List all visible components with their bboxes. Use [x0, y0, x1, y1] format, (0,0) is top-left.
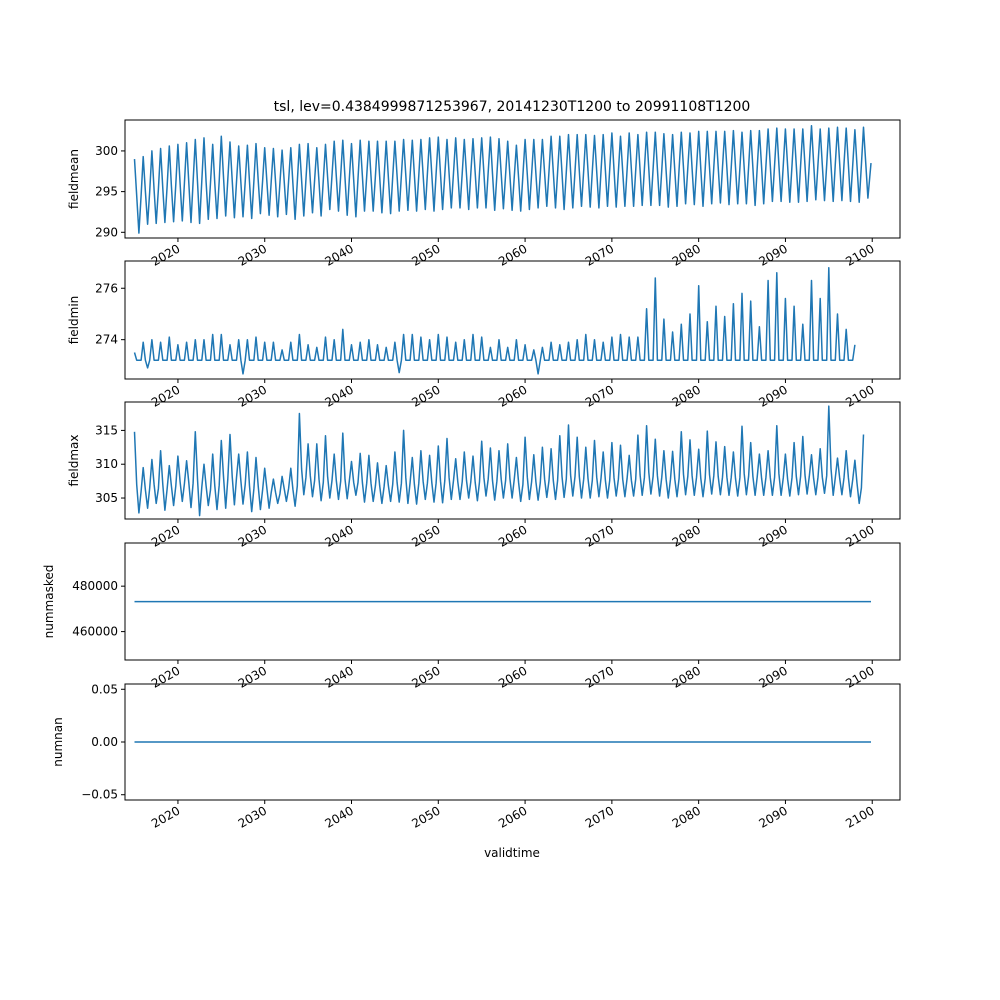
y-axis-label: fieldmean: [67, 149, 81, 209]
series-line-fieldmean: [133, 124, 872, 234]
y-tick-label: 305: [95, 491, 118, 505]
y-axis-label: numnan: [51, 717, 65, 766]
axes-frame: [124, 260, 901, 380]
axes-frame: [124, 542, 901, 661]
y-tick-label: 460000: [72, 625, 118, 639]
y-tick-label: 0.05: [91, 682, 118, 696]
y-axis-label: fieldmin: [67, 296, 81, 345]
y-tick-label: 300: [95, 144, 118, 158]
y-tick-label: 310: [95, 457, 118, 471]
series-line-fieldmax: [133, 405, 865, 517]
y-tick-label: 480000: [72, 579, 118, 593]
x-axis-label: validtime: [484, 846, 540, 860]
y-axis-label: nummasked: [42, 565, 56, 639]
y-tick-label: 276: [95, 281, 118, 295]
y-tick-label: 274: [95, 333, 118, 347]
y-axis-label: fieldmax: [67, 434, 81, 486]
axes-frame: [124, 119, 901, 239]
y-tick-label: 0.00: [91, 735, 118, 749]
chart-title: tsl, lev=0.4384999871253967, 20141230T12…: [274, 99, 751, 115]
y-tick-label: 290: [95, 225, 118, 239]
y-tick-label: −0.05: [81, 788, 118, 802]
series-line-fieldmin: [133, 266, 856, 375]
y-tick-label: 295: [95, 185, 118, 199]
axes-frame: [124, 401, 901, 520]
y-tick-label: 315: [95, 423, 118, 437]
